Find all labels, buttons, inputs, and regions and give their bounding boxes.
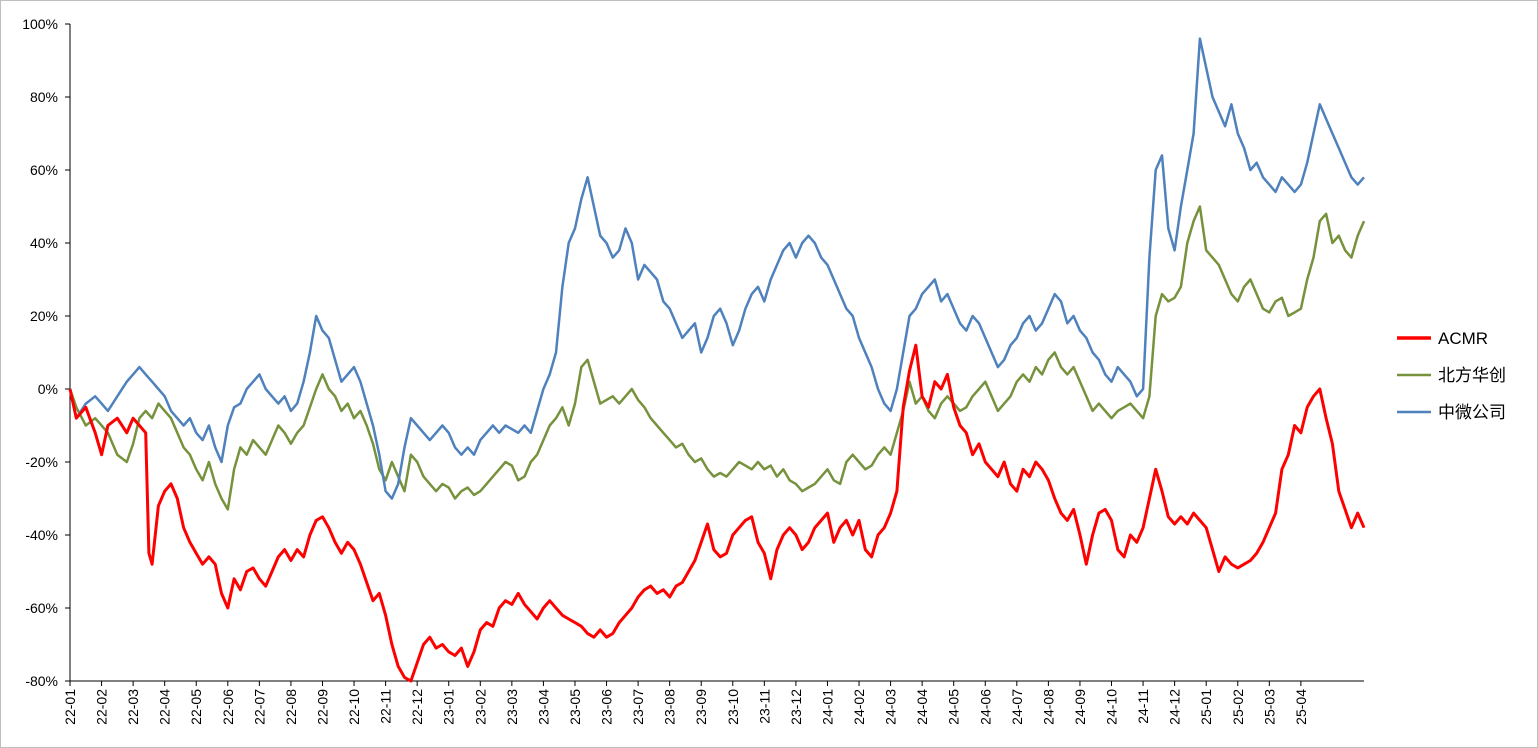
legend-label-1: 北方华创 (1438, 366, 1506, 385)
x-tick-label: 23-02 (472, 689, 488, 725)
x-tick-label: 23-03 (504, 689, 520, 725)
x-tick-label: 22-03 (125, 689, 141, 725)
x-tick-label: 25-01 (1198, 689, 1214, 725)
y-tick-label: 20% (30, 308, 58, 324)
x-tick-label: 22-04 (157, 689, 173, 725)
x-tick-label: 24-05 (946, 689, 962, 725)
x-tick-label: 23-05 (567, 689, 583, 725)
x-tick-label: 22-09 (314, 689, 330, 725)
x-tick-label: 24-11 (1135, 689, 1151, 724)
x-tick-label: 22-02 (94, 689, 110, 725)
series-line-1 (68, 205, 1366, 511)
x-tick-label: 22-05 (188, 689, 204, 725)
y-tick-label: -80% (25, 673, 58, 689)
x-tick-label: 24-04 (914, 689, 930, 725)
legend-label-2: 中微公司 (1438, 403, 1506, 422)
x-tick-label: 24-03 (883, 689, 899, 725)
x-tick-label: 24-12 (1167, 689, 1183, 725)
x-tick-label: 23-06 (599, 689, 615, 725)
x-tick-label: 23-04 (535, 689, 551, 725)
y-tick-label: 0% (38, 381, 58, 397)
legend-label-0: ACMR (1438, 329, 1488, 348)
x-tick-label: 22-08 (283, 689, 299, 725)
x-tick-label: 25-03 (1261, 689, 1277, 725)
x-tick-label: 23-11 (756, 689, 772, 724)
x-tick-label: 23-12 (788, 689, 804, 725)
x-tick-label: 24-06 (977, 689, 993, 725)
y-tick-label: 80% (30, 89, 58, 105)
x-tick-label: 24-02 (851, 689, 867, 725)
series-line-0 (68, 343, 1366, 683)
x-tick-label: 22-06 (220, 689, 236, 725)
series-line-2 (68, 37, 1365, 500)
x-tick-label: 24-09 (1072, 689, 1088, 725)
x-tick-label: 24-08 (1040, 689, 1056, 725)
x-tick-label: 22-07 (251, 689, 267, 725)
y-tick-label: 100% (22, 16, 58, 32)
x-tick-label: 24-10 (1104, 689, 1120, 725)
x-tick-label: 22-12 (409, 689, 425, 725)
x-tick-label: 23-10 (725, 689, 741, 725)
x-tick-label: 24-01 (819, 689, 835, 725)
x-tick-label: 25-02 (1230, 689, 1246, 725)
y-axis: 100% 80% 60% 40% 20% 0% -20% -40% -60% -80% (22, 16, 71, 689)
x-tick-label: 24-07 (1009, 689, 1025, 725)
x-axis: 22-01 22-02 22-03 22-04 22-05 22-06 22-07 22-08… (62, 680, 1364, 725)
x-tick-label: 23-01 (441, 689, 457, 725)
x-tick-label: 22-11 (378, 689, 394, 724)
x-tick-label: 22-01 (62, 689, 78, 725)
x-tick-label: 23-08 (662, 689, 678, 725)
y-tick-label: 60% (30, 162, 58, 178)
x-tick-label: 22-10 (346, 689, 362, 725)
y-tick-label: 40% (30, 235, 58, 251)
x-tick-label: 23-09 (693, 689, 709, 725)
x-tick-label: 23-07 (630, 689, 646, 725)
y-tick-label: -20% (25, 454, 58, 470)
y-tick-label: -60% (25, 600, 58, 616)
y-tick-label: -40% (25, 527, 58, 543)
x-tick-label: 25-04 (1293, 689, 1309, 725)
series-layer (68, 37, 1366, 683)
